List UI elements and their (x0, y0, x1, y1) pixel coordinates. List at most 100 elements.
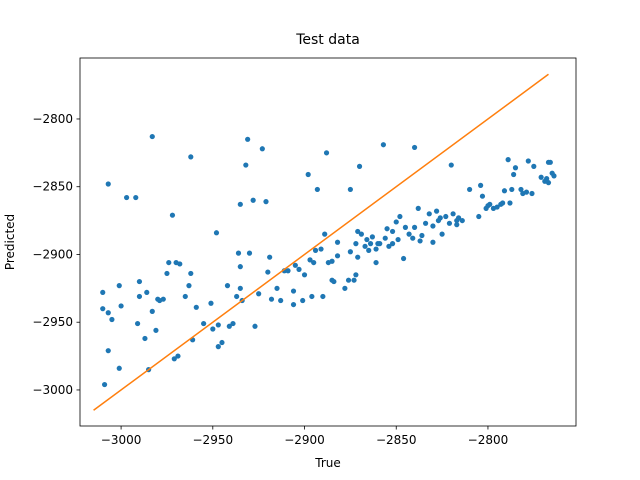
scatter-point (219, 339, 225, 346)
scatter-point (494, 204, 500, 210)
x-axis-label: True (314, 456, 341, 470)
scatter-point (169, 212, 176, 218)
scatter-point (215, 344, 221, 350)
scatter-point (230, 320, 236, 327)
scatter-point (265, 269, 271, 275)
scatter-point (116, 283, 122, 289)
scatter-point (382, 235, 388, 241)
scatter-point (186, 283, 192, 289)
scatter-point (380, 142, 386, 148)
scatter-point (358, 231, 364, 237)
scatter-point (467, 186, 473, 193)
scatter-point (109, 316, 115, 323)
scatter-point (100, 289, 106, 296)
scatter-point (136, 278, 143, 285)
scatter-point (544, 175, 550, 182)
scatter-point (511, 171, 517, 178)
scatter-point (355, 228, 361, 235)
scatter-point (439, 231, 445, 237)
scatter-point (367, 241, 374, 247)
scatter-point (290, 288, 297, 294)
scatter-point (500, 200, 506, 206)
scatter-point (331, 278, 337, 285)
scatter-point (547, 159, 553, 165)
scatter-point (389, 228, 396, 235)
scatter-point (309, 293, 315, 300)
scatter-point (437, 215, 443, 221)
scatter-point (188, 270, 194, 277)
scatter-point (301, 272, 308, 278)
scatter-point (177, 261, 183, 267)
scatter-point (362, 243, 368, 249)
scatter-point (507, 200, 513, 206)
scatter-point (245, 136, 251, 142)
scatter-point (443, 213, 449, 220)
scatter-point (523, 189, 530, 195)
scatter-point (259, 146, 265, 152)
scatter-point (487, 201, 493, 207)
scatter-point (373, 246, 379, 252)
scatter-point (164, 270, 170, 277)
scatter-point (123, 194, 130, 201)
scatter-point (105, 181, 111, 187)
scatter-point (373, 259, 379, 266)
scatter-point (410, 235, 416, 241)
scatter-point (263, 199, 269, 205)
scatter-point (351, 277, 357, 283)
y-tick-label: −2900 (32, 247, 73, 261)
scatter-point (311, 259, 317, 266)
scatter-point (334, 239, 341, 245)
scatter-point (320, 293, 326, 300)
scatter-point (312, 247, 319, 254)
scatter-point (296, 266, 302, 272)
scatter-point (267, 254, 273, 260)
scatter-point (450, 211, 456, 217)
scatter-point (144, 289, 150, 296)
scatter-point (355, 254, 361, 260)
scatter-point (153, 327, 159, 333)
y-axis-label: Predicted (3, 214, 17, 270)
scatter-point (329, 258, 335, 264)
scatter-point (501, 188, 508, 194)
scatter-point (142, 335, 148, 342)
x-tick-label: −2800 (468, 433, 509, 447)
scatter-point (149, 308, 155, 314)
scatter-point (292, 262, 298, 268)
scatter-point (237, 201, 243, 207)
scatter-point (342, 285, 348, 291)
plot-frame (79, 57, 577, 427)
scatter-point (314, 186, 320, 193)
scatter-point (347, 249, 353, 255)
scatter-point (389, 241, 396, 247)
scatter-point (422, 220, 429, 226)
scatter-point (353, 272, 359, 278)
scatter-point (417, 238, 423, 244)
scatter-point (323, 150, 330, 156)
scatter-point (430, 223, 436, 229)
scatter-point (101, 381, 108, 388)
scatter-point (406, 231, 412, 237)
line (93, 73, 549, 411)
y-tick-label: −2850 (32, 180, 73, 194)
scatter-point (551, 173, 557, 179)
scatter-point (454, 222, 460, 228)
x-tick-label: −2950 (193, 433, 234, 447)
scatter-point (505, 157, 511, 163)
scatter-point (353, 241, 359, 247)
x-tick-label: −2900 (284, 433, 325, 447)
scatter-point (538, 174, 544, 180)
scatter-point (237, 285, 243, 291)
scatter-point (456, 215, 462, 221)
scatter-point (411, 144, 418, 151)
scatter-point (134, 320, 141, 327)
scatter-point (545, 180, 552, 186)
scatter-point (118, 303, 124, 309)
scatter-point (246, 250, 253, 256)
scatter-point (166, 259, 172, 266)
scatter-point (210, 326, 216, 332)
scatter-point (274, 285, 280, 291)
scatter-point (149, 133, 155, 140)
scatter-point (366, 247, 372, 254)
scatter-point (459, 217, 465, 224)
